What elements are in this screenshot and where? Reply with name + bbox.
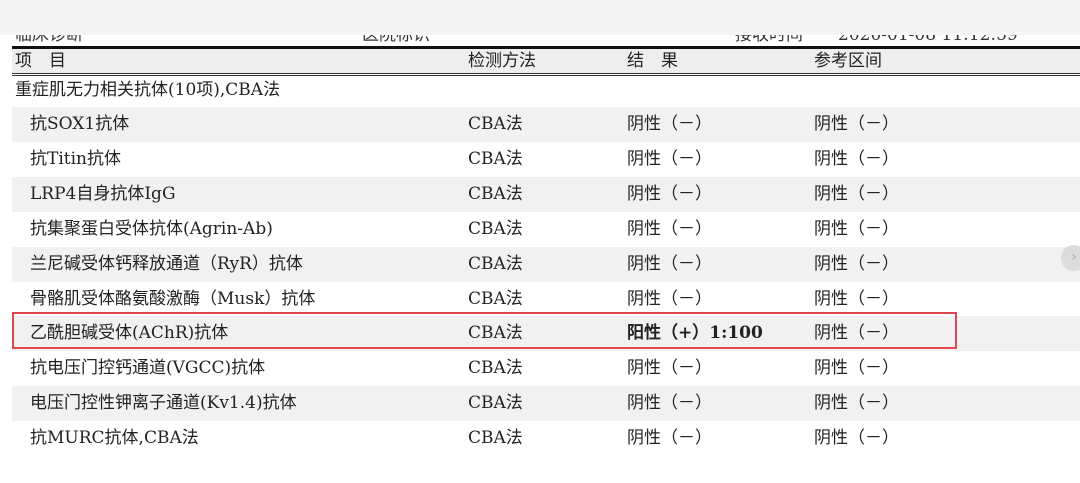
cell-result: 阴性（－） (627, 253, 712, 274)
table-row: 抗电压门控钙通道(VGCC)抗体 CBA法 阴性（－） 阴性（－） (12, 351, 1080, 386)
cell-result: 阴性（－） (627, 183, 712, 204)
cell-item: 抗MURC抗体,CBA法 (30, 428, 199, 449)
cell-result: 阴性（－） (627, 148, 712, 169)
highlight-box (12, 312, 957, 349)
cell-reference: 阴性（－） (814, 148, 899, 169)
cell-method: CBA法 (468, 218, 523, 239)
diagnosis-label: 临床诊断 (15, 25, 83, 45)
table-row: 兰尼碱受体钙释放通道（RyR）抗体 CBA法 阴性（－） 阴性（－） (12, 246, 1080, 282)
group-title: 重症肌无力相关抗体(10项),CBA法 (15, 80, 281, 100)
cell-item: 兰尼碱受体钙释放通道（RyR）抗体 (30, 253, 303, 274)
table-row: LRP4自身抗体IgG CBA法 阴性（－） 阴性（－） (12, 176, 1080, 212)
table-row: 抗MURC抗体,CBA法 CBA法 阴性（－） 阴性（－） (12, 421, 1080, 456)
divider (12, 46, 1080, 49)
cell-result: 阴性（－） (627, 358, 712, 379)
cell-item: 抗Titin抗体 (30, 148, 121, 169)
table-header: 项 目 检测方法 结 果 参考区间 (12, 49, 1080, 73)
cell-reference: 阴性（－） (814, 253, 899, 274)
table-row: 乙酰胆碱受体(AChR)抗体 CBA法 阳性（+）1:100 阴性（－） (12, 316, 1080, 352)
cell-item: 骨骼肌受体酪氨酸激酶（Musk）抗体 (30, 288, 316, 309)
table-row: 抗SOX1抗体 CBA法 阴性（－） 阴性（－） (12, 107, 1080, 142)
table-row: 抗集聚蛋白受体抗体(Agrin-Ab) CBA法 阴性（－） 阴性（－） (12, 212, 1080, 247)
cell-result: 阴性（－） (627, 114, 712, 134)
cell-reference: 阴性（－） (814, 114, 899, 134)
table-row: 抗Titin抗体 CBA法 阴性（－） 阴性（－） (12, 142, 1080, 177)
cell-item: 抗电压门控钙通道(VGCC)抗体 (30, 358, 266, 379)
cell-result: 阴性（－） (627, 428, 712, 449)
cell-result: 阴性（－） (627, 393, 712, 414)
cell-reference: 阴性（－） (814, 218, 899, 239)
hospital-label: 医院标识 (362, 25, 430, 45)
cell-reference: 阴性（－） (814, 323, 899, 344)
cell-method: CBA法 (468, 183, 523, 204)
cell-method: CBA法 (468, 148, 523, 169)
cell-item: 抗SOX1抗体 (30, 114, 130, 134)
cell-method: CBA法 (468, 393, 523, 414)
cell-reference: 阴性（－） (814, 288, 899, 309)
header-result: 结 果 (627, 51, 678, 71)
header-reference: 参考区间 (814, 51, 882, 71)
received-label: 接收时间 (735, 25, 803, 45)
cell-item: 乙酰胆碱受体(AChR)抗体 (30, 323, 229, 344)
cell-item: 抗集聚蛋白受体抗体(Agrin-Ab) (30, 218, 273, 239)
cell-method: CBA法 (468, 358, 523, 379)
cell-method: CBA法 (468, 253, 523, 274)
cell-result: 阴性（－） (627, 218, 712, 239)
divider (12, 73, 1080, 74)
cell-reference: 阴性（－） (814, 393, 899, 414)
header-item: 项 目 (15, 51, 66, 71)
cell-item: LRP4自身抗体IgG (30, 183, 176, 204)
cell-result: 阳性（+）1:100 (627, 323, 763, 344)
cell-reference: 阴性（－） (814, 183, 899, 204)
table-row: 骨骼肌受体酪氨酸激酶（Musk）抗体 CBA法 阴性（－） 阴性（－） (12, 282, 1080, 317)
cell-item: 电压门控性钾离子通道(Kv1.4)抗体 (30, 393, 297, 414)
table-row: 电压门控性钾离子通道(Kv1.4)抗体 CBA法 阴性（－） 阴性（－） (12, 386, 1080, 422)
received-value: 2020-01-08 11:12:59 (838, 25, 1018, 45)
cell-method: CBA法 (468, 114, 523, 134)
top-band (0, 0, 1080, 35)
header-method: 检测方法 (468, 51, 536, 71)
cell-method: CBA法 (468, 428, 523, 449)
cell-reference: 阴性（－） (814, 428, 899, 449)
cell-method: CBA法 (468, 323, 523, 344)
chevron-right-icon[interactable]: › (1061, 245, 1080, 271)
divider (12, 75, 1080, 76)
cell-result: 阴性（－） (627, 288, 712, 309)
cell-method: CBA法 (468, 288, 523, 309)
cell-reference: 阴性（－） (814, 358, 899, 379)
